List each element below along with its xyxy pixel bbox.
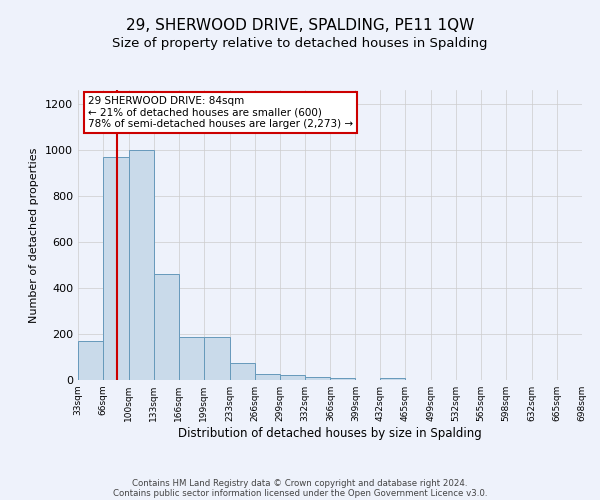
Text: 29 SHERWOOD DRIVE: 84sqm
← 21% of detached houses are smaller (600)
78% of semi-: 29 SHERWOOD DRIVE: 84sqm ← 21% of detach…	[88, 96, 353, 129]
Bar	[230, 362, 254, 380]
Text: 29, SHERWOOD DRIVE, SPALDING, PE11 1QW: 29, SHERWOOD DRIVE, SPALDING, PE11 1QW	[126, 18, 474, 32]
Bar	[103, 156, 129, 380]
X-axis label: Distribution of detached houses by size in Spalding: Distribution of detached houses by size …	[178, 427, 482, 440]
Bar	[129, 150, 154, 380]
Text: Contains HM Land Registry data © Crown copyright and database right 2024.: Contains HM Land Registry data © Crown c…	[132, 478, 468, 488]
Text: Size of property relative to detached houses in Spalding: Size of property relative to detached ho…	[112, 38, 488, 51]
Bar	[280, 376, 305, 380]
Bar	[305, 376, 331, 380]
Y-axis label: Number of detached properties: Number of detached properties	[29, 148, 40, 322]
Bar	[204, 338, 230, 380]
Bar	[254, 374, 280, 380]
Bar	[331, 378, 355, 380]
Bar	[78, 341, 103, 380]
Text: Contains public sector information licensed under the Open Government Licence v3: Contains public sector information licen…	[113, 488, 487, 498]
Bar	[380, 378, 406, 380]
Bar	[179, 338, 204, 380]
Bar	[154, 274, 179, 380]
